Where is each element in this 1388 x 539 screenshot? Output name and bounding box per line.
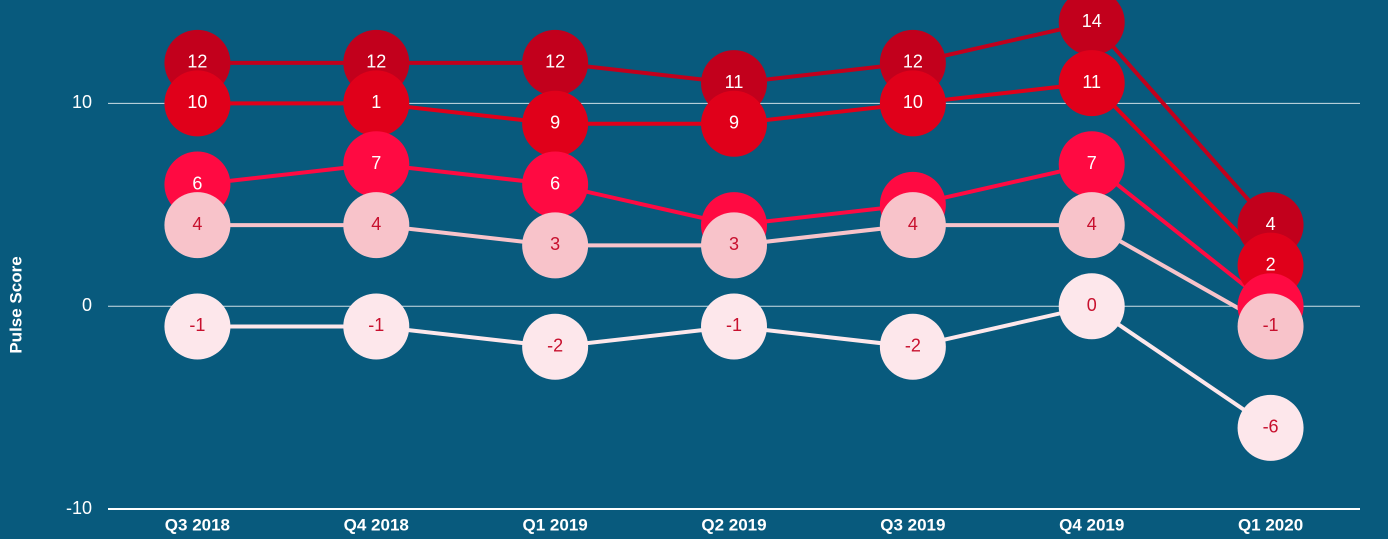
x-tick-label: Q3 2019: [880, 515, 945, 534]
y-tick-label: 0: [82, 295, 92, 315]
data-point: [343, 131, 410, 198]
data-label: -1: [368, 315, 384, 335]
data-point: [1058, 50, 1125, 117]
data-label: -1: [189, 315, 205, 335]
data-label: 11: [1082, 72, 1101, 92]
x-tick-label: Q2 2019: [701, 515, 766, 534]
data-point: [522, 29, 589, 96]
data-label: 1: [371, 92, 381, 112]
data-label: 6: [192, 173, 202, 193]
data-label: -6: [1263, 417, 1279, 437]
data-label: 4: [192, 214, 202, 234]
data-label: 2: [1266, 254, 1276, 274]
data-point: [1237, 394, 1304, 461]
data-label: 4: [908, 214, 918, 234]
x-tick-label: Q1 2020: [1238, 515, 1303, 534]
data-label: 3: [729, 234, 739, 254]
data-point: [1058, 131, 1125, 198]
data-label: 12: [545, 52, 565, 72]
data-point: [1058, 0, 1125, 56]
data-label: 6: [550, 173, 560, 193]
data-label: 14: [1082, 11, 1102, 31]
data-label: 7: [371, 153, 381, 173]
data-point: [701, 293, 767, 360]
data-point: [1058, 192, 1125, 259]
data-point: [522, 212, 589, 279]
data-label: 4: [1087, 214, 1097, 234]
data-point: [522, 151, 589, 218]
y-tick-label: 10: [72, 92, 92, 112]
data-label: -2: [547, 336, 563, 356]
data-label: 11: [725, 72, 744, 92]
y-axis-label: Pulse Score: [6, 256, 25, 353]
data-point: [879, 192, 946, 259]
data-label: 12: [366, 52, 386, 72]
data-label: 4: [371, 214, 381, 234]
data-label: 3: [550, 234, 560, 254]
data-point: [701, 90, 767, 157]
y-tick-label: -10: [66, 498, 92, 518]
data-point: [343, 192, 410, 259]
data-label: 10: [903, 92, 923, 112]
x-tick-label: Q4 2019: [1059, 515, 1124, 534]
data-label: 0: [1087, 295, 1097, 315]
data-point: [1058, 273, 1125, 340]
x-tick-label: Q4 2018: [344, 515, 409, 534]
data-point: [1237, 293, 1304, 360]
data-label: 12: [903, 52, 923, 72]
x-tick-label: Q1 2019: [523, 515, 588, 534]
data-label: 9: [729, 112, 739, 132]
data-label: 10: [187, 92, 207, 112]
x-tick-label: Q3 2018: [165, 515, 230, 534]
data-label: 7: [1087, 153, 1097, 173]
data-point: [164, 293, 231, 360]
data-point: [522, 313, 589, 380]
data-point: [701, 212, 767, 279]
data-point: [164, 192, 231, 259]
data-label: -1: [1263, 315, 1279, 335]
data-point: [879, 313, 946, 380]
data-label: 9: [550, 112, 560, 132]
data-label: -2: [905, 336, 921, 356]
data-label: 4: [1266, 214, 1276, 234]
data-point: [343, 70, 410, 137]
data-point: [343, 293, 410, 360]
data-point: [164, 70, 231, 137]
data-label: -1: [726, 315, 742, 335]
data-point: [879, 70, 946, 137]
data-label: 12: [187, 52, 207, 72]
data-point: [522, 90, 589, 157]
